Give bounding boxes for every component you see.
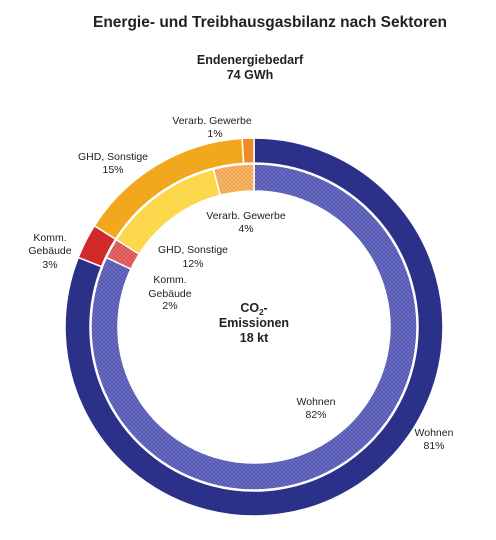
inner-slice-hatch-2: [116, 169, 221, 255]
inner-label-verarb-name: Verarb. Gewerbe: [206, 210, 286, 222]
inner-slice-hatch-1: [106, 239, 140, 270]
outer-label-wohnen-name: Wohnen: [415, 427, 454, 439]
inner-label-wohnen-name: Wohnen: [297, 396, 336, 408]
outer-label-komm-name-1: Komm.: [33, 232, 66, 244]
outer-label-ghd-name: GHD, Sonstige: [78, 151, 148, 163]
outer-slice-wohnen: [64, 137, 444, 517]
outer-label-verarb-name: Verarb. Gewerbe: [172, 115, 252, 127]
inner-title-co: CO: [240, 301, 259, 315]
inner-total: 18 kt: [240, 331, 269, 345]
outer-title: Endenergiebedarf: [197, 53, 304, 67]
chart-title: Energie- und Treibhausgasbilanz nach Sek…: [93, 14, 447, 31]
outer-total: 74 GWh: [227, 68, 274, 82]
inner-label-wohnen-pct: 82%: [305, 409, 326, 421]
outer-label-komm-pct: 3%: [42, 259, 57, 271]
inner-label-ghd-pct: 12%: [182, 258, 203, 270]
outer-label-komm-name-2: Gebäude: [28, 245, 71, 257]
outer-ring: [64, 137, 444, 517]
inner-label-komm-name-1: Komm.: [153, 274, 186, 286]
inner-title-sub: 2: [259, 308, 264, 317]
outer-label-verarb-pct: 1%: [207, 128, 222, 140]
inner-label-komm-name-2: Gebäude: [148, 288, 191, 300]
inner-title-dash: -: [264, 301, 268, 315]
outer-slice-verarb-gewerbe: [241, 137, 255, 165]
inner-title-line2: Emissionen: [219, 316, 289, 330]
inner-title-line1: CO2-: [240, 301, 267, 317]
inner-label-verarb-pct: 4%: [238, 223, 253, 235]
inner-label-ghd-name: GHD, Sonstige: [158, 244, 228, 256]
inner-slice-hatch-3: [213, 164, 254, 196]
inner-ring: [90, 163, 418, 491]
outer-label-wohnen-pct: 81%: [423, 440, 444, 452]
inner-label-komm-pct: 2%: [162, 300, 177, 312]
outer-label-ghd-pct: 15%: [102, 164, 123, 176]
